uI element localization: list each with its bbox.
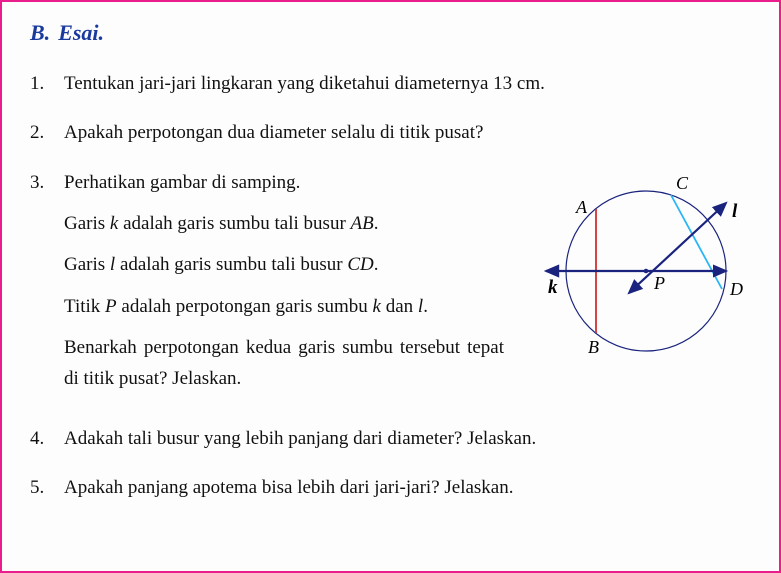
exercise-page: B. Esai. Tentukan jari-jari lingkaran yan… (0, 0, 781, 573)
q3-l3a: Garis (64, 254, 110, 275)
question-4-text: Adakah tali busur yang lebih panjang dar… (64, 428, 536, 449)
label-b: B (588, 337, 599, 357)
label-d: D (729, 279, 743, 299)
question-1: Tentukan jari-jari lingkaran yang diketa… (30, 68, 751, 99)
q3-l4b: adalah perpotongan garis sumbu (117, 296, 373, 317)
question-4: Adakah tali busur yang lebih panjang dar… (30, 423, 751, 454)
label-p: P (653, 273, 665, 293)
section-letter: B. (30, 20, 50, 45)
q3-l2b: adalah garis sumbu tali busur (118, 213, 350, 234)
q3-l4a: Titik (64, 296, 105, 317)
label-l: l (732, 201, 738, 222)
question-3-text: Perhatikan gambar di samping. Garis k ad… (64, 167, 504, 405)
point-p (644, 268, 649, 273)
label-c: C (676, 173, 689, 193)
question-5-text: Apakah panjang apotema bisa lebih dari j… (64, 477, 514, 498)
question-2: Apakah perpotongan dua diameter selalu d… (30, 117, 751, 148)
circle-diagram: A B C D P k l (516, 161, 751, 371)
q3-l4k: k (373, 296, 381, 317)
question-1-text: Tentukan jari-jari lingkaran yang diketa… (64, 73, 545, 94)
q3-l4p: P (105, 296, 117, 317)
question-3: Perhatikan gambar di samping. Garis k ad… (30, 167, 751, 405)
q3-l3c: . (374, 254, 379, 275)
line-l (629, 203, 726, 293)
section-name: Esai. (58, 20, 104, 45)
section-title: B. Esai. (30, 20, 751, 46)
question-2-text: Apakah perpotongan dua diameter selalu d… (64, 122, 483, 143)
question-list: Tentukan jari-jari lingkaran yang diketa… (30, 68, 751, 503)
q3-l2c: . (374, 213, 379, 234)
q3-line1: Perhatikan gambar di samping. (64, 172, 300, 193)
q3-l4d: . (423, 296, 428, 317)
q3-l2ab: AB (351, 213, 374, 234)
q3-l3cd: CD (347, 254, 373, 275)
label-k: k (548, 277, 558, 298)
question-3-figure: A B C D P k l (516, 161, 751, 381)
q3-l2a: Garis (64, 213, 110, 234)
q3-l3b: adalah garis sumbu tali busur (115, 254, 347, 275)
label-a: A (575, 197, 588, 217)
q3-line5: Benarkah perpotongan kedua garis sumbu t… (64, 337, 504, 389)
q3-l4c: dan (381, 296, 418, 317)
question-5: Apakah panjang apotema bisa lebih dari j… (30, 472, 751, 503)
